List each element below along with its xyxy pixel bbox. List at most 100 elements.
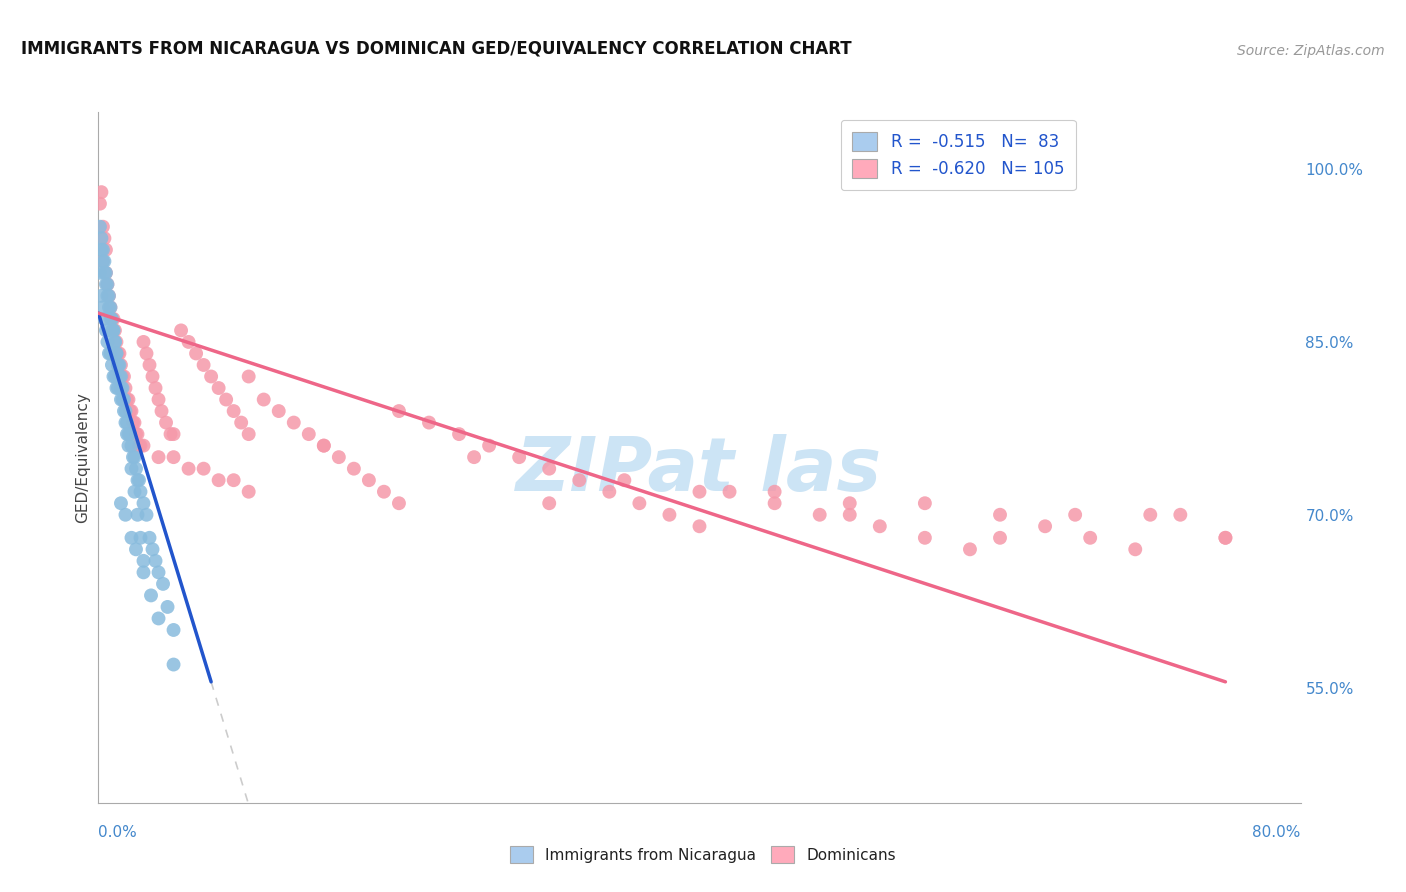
Legend: R =  -0.515   N=  83, R =  -0.620   N= 105: R = -0.515 N= 83, R = -0.620 N= 105 <box>841 120 1076 190</box>
Point <box>162 427 184 442</box>
Point <box>132 554 155 568</box>
Point <box>91 301 114 315</box>
Point <box>125 427 148 442</box>
Point <box>94 243 117 257</box>
Point <box>156 599 179 614</box>
Point <box>127 508 149 522</box>
Point <box>138 358 160 372</box>
Point <box>155 416 177 430</box>
Text: 0.0%: 0.0% <box>98 825 138 839</box>
Point <box>104 323 127 337</box>
Point <box>114 508 136 522</box>
Point <box>222 404 245 418</box>
Point <box>1033 519 1056 533</box>
Point <box>763 484 786 499</box>
Point <box>97 301 120 315</box>
Point <box>763 496 786 510</box>
Text: IMMIGRANTS FROM NICARAGUA VS DOMINICAN GED/EQUIVALENCY CORRELATION CHART: IMMIGRANTS FROM NICARAGUA VS DOMINICAN G… <box>21 40 852 58</box>
Legend: Immigrants from Nicaragua, Dominicans: Immigrants from Nicaragua, Dominicans <box>502 838 904 871</box>
Point <box>145 554 167 568</box>
Point <box>478 439 501 453</box>
Point <box>193 358 215 372</box>
Point <box>101 358 124 372</box>
Point <box>1215 531 1237 545</box>
Point <box>107 346 129 360</box>
Point <box>1064 508 1087 522</box>
Point <box>112 404 135 418</box>
Point <box>959 542 981 557</box>
Point <box>108 346 131 360</box>
Point <box>132 439 155 453</box>
Point <box>101 323 124 337</box>
Point <box>111 369 134 384</box>
Point <box>914 496 936 510</box>
Point <box>628 496 651 510</box>
Point <box>124 416 146 430</box>
Point <box>90 185 112 199</box>
Point <box>177 334 200 349</box>
Point <box>89 196 111 211</box>
Point <box>312 439 335 453</box>
Point <box>135 346 157 360</box>
Point <box>312 439 335 453</box>
Point <box>357 473 380 487</box>
Point <box>107 381 129 395</box>
Point <box>101 312 124 326</box>
Point <box>208 381 231 395</box>
Point <box>568 473 591 487</box>
Point <box>222 473 245 487</box>
Point <box>111 392 134 407</box>
Point <box>103 369 125 384</box>
Point <box>114 404 136 418</box>
Point <box>125 461 148 475</box>
Point <box>148 450 170 465</box>
Point <box>128 473 150 487</box>
Point <box>152 577 174 591</box>
Point <box>103 323 125 337</box>
Point <box>328 450 350 465</box>
Point <box>132 566 155 580</box>
Text: ZIPat las: ZIPat las <box>516 434 883 508</box>
Point <box>298 427 321 442</box>
Point <box>103 323 125 337</box>
Point <box>105 346 128 360</box>
Point <box>148 611 170 625</box>
Point <box>177 461 200 475</box>
Point <box>463 450 485 465</box>
Point <box>808 508 831 522</box>
Point <box>111 381 134 395</box>
Point <box>135 508 157 522</box>
Point <box>128 439 150 453</box>
Point <box>115 392 138 407</box>
Point <box>110 369 132 384</box>
Point <box>238 427 260 442</box>
Point <box>538 496 561 510</box>
Point <box>343 461 366 475</box>
Point <box>1215 531 1237 545</box>
Point <box>103 312 125 326</box>
Point <box>115 427 138 442</box>
Point <box>127 473 149 487</box>
Point <box>838 496 860 510</box>
Point <box>114 416 136 430</box>
Point <box>118 404 141 418</box>
Point <box>215 392 238 407</box>
Point <box>121 439 143 453</box>
Point <box>117 439 139 453</box>
Point <box>96 277 118 292</box>
Point <box>148 392 170 407</box>
Point <box>141 542 163 557</box>
Point <box>91 219 114 234</box>
Point <box>184 346 207 360</box>
Point <box>89 266 111 280</box>
Point <box>121 531 143 545</box>
Point <box>914 531 936 545</box>
Point <box>90 231 112 245</box>
Point <box>97 289 120 303</box>
Point <box>100 312 122 326</box>
Point <box>658 508 681 522</box>
Point <box>124 450 146 465</box>
Point <box>91 254 114 268</box>
Point <box>91 243 114 257</box>
Point <box>100 301 122 315</box>
